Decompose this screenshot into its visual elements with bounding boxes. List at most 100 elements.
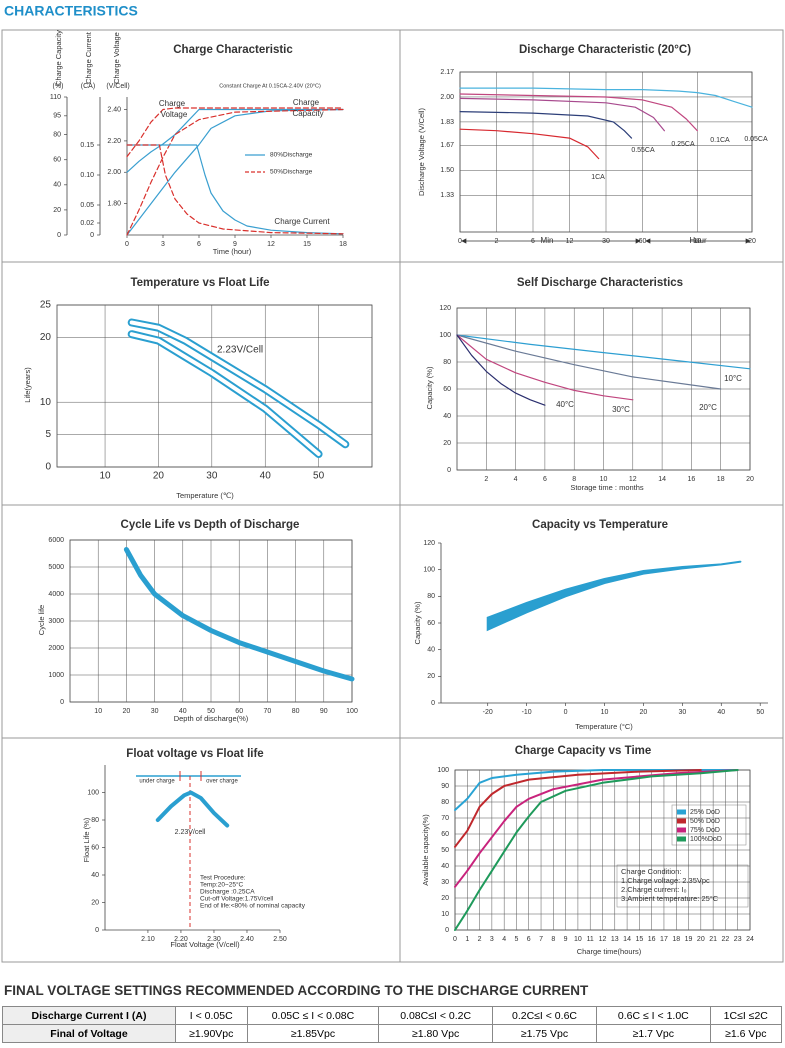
chart-title: Charge Characteristic: [173, 44, 293, 56]
x-tick-label: 30: [206, 471, 218, 482]
table-row: Final of Voltage ≥1.90Vpc ≥1.85Vpc ≥1.80…: [2, 1024, 783, 1043]
y-tick-label: 80: [427, 593, 435, 600]
legend-swatch: [677, 836, 686, 842]
x-tick-label: 50: [207, 708, 215, 715]
series-label: 40°C: [556, 400, 574, 409]
x-tick-label: -10: [522, 709, 532, 716]
y-tick-label: 2.00: [440, 94, 454, 101]
y-axis-label: Discharge Voltage (V/Cell): [417, 108, 426, 196]
y-tick-label: 0: [431, 700, 435, 707]
y-tick-label: 2.20: [107, 138, 121, 145]
axis-unit: (%): [53, 83, 64, 90]
x-tick-label: 0: [125, 241, 129, 248]
series-line: [126, 107, 344, 158]
y-tick-label: 20: [53, 207, 61, 214]
y-tick-label: 2.00: [107, 169, 121, 176]
y-tick-label: 70: [441, 815, 449, 822]
series-line: [155, 790, 230, 828]
x-tick-label: 6: [527, 936, 531, 943]
x-tick-label: 14: [623, 936, 631, 943]
x-tick-label: 10: [94, 708, 102, 715]
axis-label: Charge Current: [84, 31, 93, 84]
x-tick-label: 2: [478, 936, 482, 943]
y-axis-label: Life(years): [23, 367, 32, 403]
x-tick-label: 70: [264, 708, 272, 715]
axis-label: Charge Capacity: [54, 30, 63, 86]
chart-title: Self Discharge Characteristics: [517, 277, 683, 289]
x-tick-label: 18: [672, 936, 680, 943]
chart-title: Float voltage vs Float life: [126, 748, 263, 760]
x-tick-label: 20: [697, 936, 705, 943]
y-tick-label: 40: [443, 413, 451, 420]
x-tick-label: 8: [551, 936, 555, 943]
x-tick-label: 4: [514, 476, 518, 483]
y-tick-label: 0: [447, 467, 451, 474]
y-tick-label: 0: [60, 699, 64, 706]
y-tick-label: 40: [427, 647, 435, 654]
series-label: 30°C: [612, 405, 630, 414]
legend-label: 75% DoD: [690, 827, 720, 834]
series-line: [454, 769, 739, 931]
y-tick-label: 20: [443, 440, 451, 447]
x-tick-label: 60: [235, 708, 243, 715]
x-tick-label: 20: [153, 471, 165, 482]
x-tick-label: 20: [748, 238, 756, 245]
axis-unit: (V/Cell): [106, 83, 129, 90]
y-tick-label: 100: [439, 332, 451, 339]
x-tick-label: 2.40: [240, 936, 254, 943]
x-tick-label: 3: [161, 241, 165, 248]
series-line: [459, 97, 665, 132]
series-line: [454, 769, 739, 888]
y-tick-label: 0: [57, 232, 61, 239]
x-tick-label: 90: [320, 708, 328, 715]
table-cell: 0.2C≤I < 0.6C: [491, 1006, 598, 1025]
annotation: 2.Charge current: I₀: [621, 885, 687, 894]
y-tick-label: 1.33: [440, 192, 454, 199]
series-line: [456, 334, 634, 401]
x-tick-label: 30: [151, 708, 159, 715]
x-tick-label: 50: [756, 709, 764, 716]
y-tick-label: 80: [53, 131, 61, 138]
y-tick-label: 0.15: [80, 142, 94, 149]
y-tick-label: 80: [91, 817, 99, 824]
x-tick-label: 2.20: [174, 936, 188, 943]
legend-label: 50% DoD: [690, 818, 720, 825]
x-tick-label: 20: [123, 708, 131, 715]
x-axis-label: Temperature (°C): [575, 722, 633, 731]
x-axis-label: Depth of discharge(%): [174, 714, 249, 723]
y-tick-label: 2.17: [440, 69, 454, 76]
page-title: CHARACTERISTICS: [4, 3, 138, 19]
table-cell: I < 0.05C: [175, 1006, 248, 1025]
x-tick-label: 15: [635, 936, 643, 943]
series-label: 10°C: [724, 374, 742, 383]
series-line: [126, 108, 344, 173]
x-axis-label: Storage time : months: [570, 483, 644, 492]
legend-label: 100%DoD: [690, 836, 722, 843]
y-tick-label: 6000: [48, 537, 64, 544]
x-tick-label: 18: [717, 476, 725, 483]
legend-label: 50%Discharge: [270, 169, 313, 176]
x-tick-label: 3: [490, 936, 494, 943]
x-tick-label: 10: [99, 471, 111, 482]
annotation: 2.23V/Cell: [217, 345, 263, 356]
series-line: [459, 93, 698, 132]
y-tick-label: 0: [95, 927, 99, 934]
y-tick-label: 120: [439, 305, 451, 312]
x-tick-label: -20: [483, 709, 493, 716]
y-tick-label: 95: [53, 113, 61, 120]
x-tick-label: 10: [693, 238, 701, 245]
x-tick-label: 17: [660, 936, 668, 943]
x-tick-label: 23: [734, 936, 742, 943]
x-tick-label: 2: [484, 476, 488, 483]
voltage-table: Discharge Current I (A) I < 0.05C 0.05C …: [2, 1006, 783, 1043]
x-tick-label: 2.30: [207, 936, 221, 943]
x-tick-label: 1: [465, 936, 469, 943]
y-tick-label: 120: [423, 540, 435, 547]
annotation: Charge Current: [274, 217, 330, 226]
x-tick-label: 40: [717, 709, 725, 716]
x-tick-label: 14: [658, 476, 666, 483]
x-tick-label: 9: [564, 936, 568, 943]
axis-unit: (CA): [81, 83, 95, 90]
x-tick-label: 8: [572, 476, 576, 483]
x-tick-label: 12: [629, 476, 637, 483]
